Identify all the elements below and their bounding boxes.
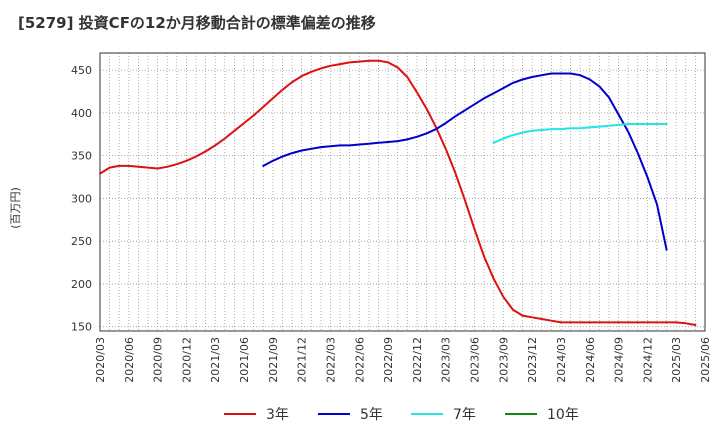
x-tick-label: 2020/03 (94, 337, 107, 383)
x-tick-label: 2021/03 (209, 337, 222, 383)
x-tick-label: 2025/03 (670, 337, 683, 383)
x-tick-label: 2023/06 (469, 337, 482, 383)
y-tick-label: 450 (71, 64, 92, 77)
x-tick-label: 2024/06 (584, 337, 597, 383)
x-tick-label: 2025/06 (699, 337, 712, 383)
x-tick-label: 2023/12 (526, 337, 539, 383)
series-line-5年 (262, 72, 668, 251)
y-axis-ticks: 150 200 250 300 350 400 450 (71, 64, 92, 334)
legend-label-5年: 5年 (360, 407, 383, 423)
x-tick-label: 2020/12 (180, 337, 193, 383)
x-tick-label: 2024/03 (555, 337, 568, 383)
x-tick-label: 2021/09 (267, 337, 280, 383)
plot-area-frame (99, 52, 706, 332)
chart-title: [5279] 投資CFの12か月移動合計の標準偏差の推移 (18, 14, 376, 32)
y-tick-label: 200 (71, 278, 92, 291)
x-axis-ticks: 2020/03 2020/06 2020/09 2020/12 2021/03 2021/… (94, 337, 712, 383)
x-tick-label: 2022/06 (353, 337, 366, 383)
legend-label-7年: 7年 (453, 407, 476, 423)
y-tick-label: 300 (71, 192, 92, 205)
series-line-3年 (99, 59, 697, 326)
y-tick-label: 350 (71, 150, 92, 163)
legend-label-10年: 10年 (547, 407, 579, 423)
series-line-7年 (492, 123, 668, 144)
x-tick-label: 2024/09 (613, 337, 626, 383)
x-tick-label: 2023/09 (497, 337, 510, 383)
y-tick-label: 400 (71, 107, 92, 120)
x-tick-label: 2020/06 (123, 337, 136, 383)
y-tick-label: 250 (71, 235, 92, 248)
x-tick-label: 2022/12 (411, 337, 424, 383)
x-tick-label: 2022/09 (382, 337, 395, 383)
x-tick-label: 2021/12 (296, 337, 309, 383)
legend-label-3年: 3年 (266, 407, 289, 423)
data-series (99, 59, 697, 326)
x-tick-label: 2022/03 (324, 337, 337, 383)
x-tick-label: 2023/03 (440, 337, 453, 383)
legend: 3年 5年 7年 10年 (224, 407, 579, 423)
grid-lines (100, 53, 705, 331)
x-tick-label: 2021/06 (238, 337, 251, 383)
y-tick-label: 150 (71, 321, 92, 334)
x-tick-label: 2020/09 (152, 337, 165, 383)
x-tick-label: 2024/12 (641, 337, 654, 383)
